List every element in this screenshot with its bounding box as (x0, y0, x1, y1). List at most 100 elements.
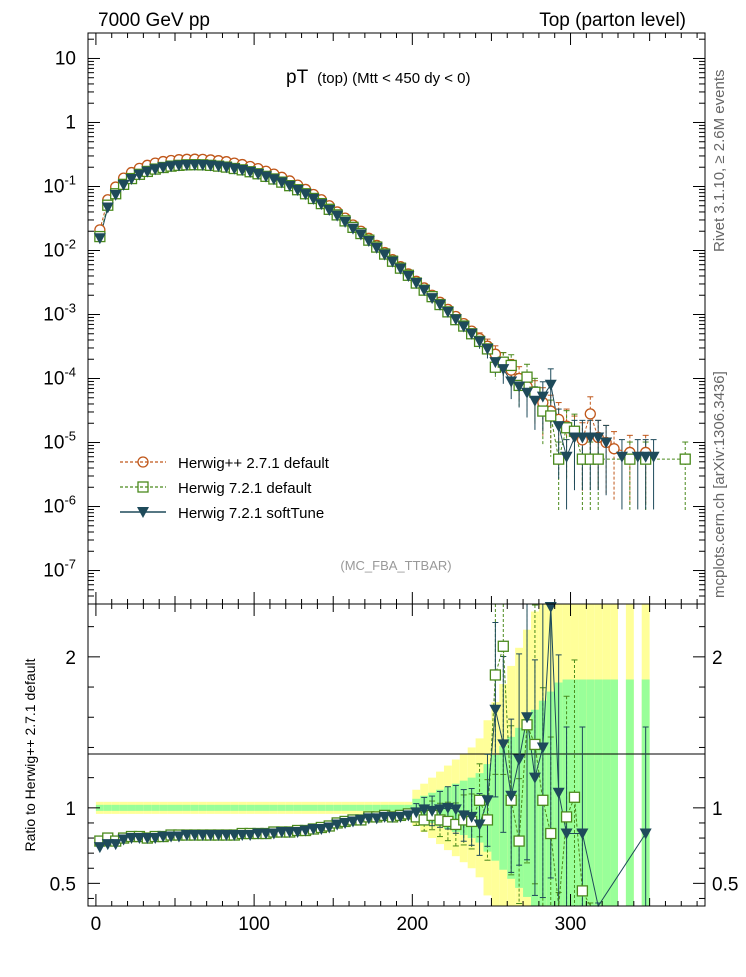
x-tick-label: 200 (396, 914, 428, 935)
marker-triangle (299, 825, 312, 837)
main-y-axis: 10 1 10-1 10-2 10-3 10-4 10-5 10-6 10-7 (43, 38, 705, 605)
marker-triangle (315, 199, 328, 211)
marker-triangle (394, 263, 407, 275)
marker-square (545, 410, 557, 422)
marker-triangle (378, 249, 391, 261)
marker-triangle (196, 830, 209, 842)
marker-square (489, 669, 502, 681)
legend-entry-herwig7-softtune: Herwig 7.2.1 softTune (120, 505, 324, 522)
marker-triangle (615, 451, 628, 463)
ratio-band-1sigma (182, 804, 191, 811)
marker-circle (608, 443, 620, 455)
marker-triangle (497, 739, 510, 751)
ratio-band-1sigma (190, 804, 199, 811)
marker-triangle (346, 816, 359, 828)
marker-square (624, 453, 636, 465)
marker-triangle (394, 811, 407, 823)
marker-triangle (410, 807, 423, 819)
marker-triangle (378, 811, 391, 823)
marker-triangle (521, 387, 534, 399)
ratio-band-1sigma (103, 804, 112, 811)
legend-label-herwigpp: Herwig++ 2.7.1 default (178, 455, 330, 472)
marker-triangle (133, 833, 146, 845)
marker-triangle (576, 828, 589, 840)
marker-triangle (528, 772, 541, 784)
marker-triangle (172, 831, 185, 843)
ratio-band-1sigma (293, 804, 302, 811)
chart-title-sub: (top) (Mtt < 450 dy < 0) (317, 70, 470, 87)
marker-triangle (544, 379, 557, 391)
marker-square (592, 453, 604, 465)
marker-triangle (267, 828, 280, 840)
marker-triangle (584, 432, 597, 444)
marker-triangle (560, 451, 573, 463)
marker-triangle (600, 437, 613, 449)
mcplots-reference-label: mcplots.cern.ch [arXiv:1306.3436] (711, 371, 728, 598)
marker-triangle (236, 830, 249, 842)
ratio-band-1sigma (349, 804, 357, 811)
ratio-band-1sigma (491, 755, 500, 861)
ratio-y-tick-label: 1 (65, 799, 76, 820)
marker-triangle (552, 787, 565, 799)
marker-triangle (497, 364, 510, 376)
ratio-band-1sigma (602, 679, 611, 906)
y-tick-label: 1 (65, 112, 76, 133)
marker-triangle (149, 833, 162, 845)
marker-triangle (426, 293, 439, 305)
y-tick-label: 10-4 (43, 365, 76, 390)
marker-triangle (639, 451, 652, 463)
marker-triangle (481, 795, 494, 807)
marker-triangle (133, 169, 146, 181)
marker-triangle (275, 827, 288, 839)
marker-triangle (196, 159, 209, 171)
main-markers (93, 153, 691, 465)
ratio-band-1sigma (333, 804, 342, 811)
ratio-band-1sigma (364, 804, 373, 811)
ratio-band-1sigma (269, 804, 278, 811)
marker-triangle (157, 162, 170, 174)
marker-triangle (362, 235, 375, 247)
marker-triangle (465, 811, 478, 823)
ratio-band-1sigma (404, 804, 413, 811)
marker-triangle (307, 193, 320, 205)
marker-triangle (449, 314, 462, 326)
marker-triangle (165, 831, 178, 843)
marker-triangle (291, 827, 304, 839)
ratio-y-tick-label-right: 0.5 (712, 874, 738, 895)
marker-square (576, 885, 589, 897)
ratio-band-1sigma (143, 804, 152, 811)
ratio-band-1sigma (175, 804, 183, 811)
ratio-band-1sigma (111, 804, 120, 811)
y-tick-label: 10-5 (43, 429, 76, 454)
marker-triangle (331, 819, 344, 831)
marker-triangle (101, 202, 114, 214)
marker-triangle (299, 189, 312, 201)
marker-triangle (339, 216, 352, 228)
x-axis: 0 100 200 300 (91, 604, 698, 935)
ratio-band-1sigma (230, 804, 239, 811)
marker-square (679, 453, 691, 465)
ratio-panel: 0.5 0.5 1 1 2 2 0 100 200 300 (50, 602, 738, 935)
marker-square (545, 827, 557, 840)
main-panel: 10 1 10-1 10-2 10-3 10-4 10-5 10-6 10-7 (43, 32, 706, 605)
x-tick-label: 100 (238, 914, 270, 935)
ratio-band-1sigma (372, 804, 381, 811)
marker-triangle (481, 343, 494, 355)
ratio-band-1sigma (254, 804, 263, 811)
marker-triangle (576, 432, 589, 444)
legend: Herwig++ 2.7.1 default Herwig 7.2.1 defa… (120, 455, 330, 522)
marker-square (537, 794, 549, 806)
y-tick-label: 10 (55, 48, 76, 69)
chart-title-main: pT (286, 67, 309, 88)
marker-triangle (473, 819, 486, 831)
marker-triangle (125, 173, 138, 185)
legend-entry-herwig7-default: Herwig 7.2.1 default (120, 480, 312, 497)
marker-triangle (125, 833, 138, 845)
marker-triangle (323, 822, 336, 834)
ratio-band-1sigma (214, 804, 223, 811)
marker-triangle (180, 159, 193, 171)
ratio-y-axis: 0.5 0.5 1 1 2 2 (50, 626, 738, 899)
marker-triangle (434, 804, 447, 816)
marker-triangle (204, 830, 217, 842)
